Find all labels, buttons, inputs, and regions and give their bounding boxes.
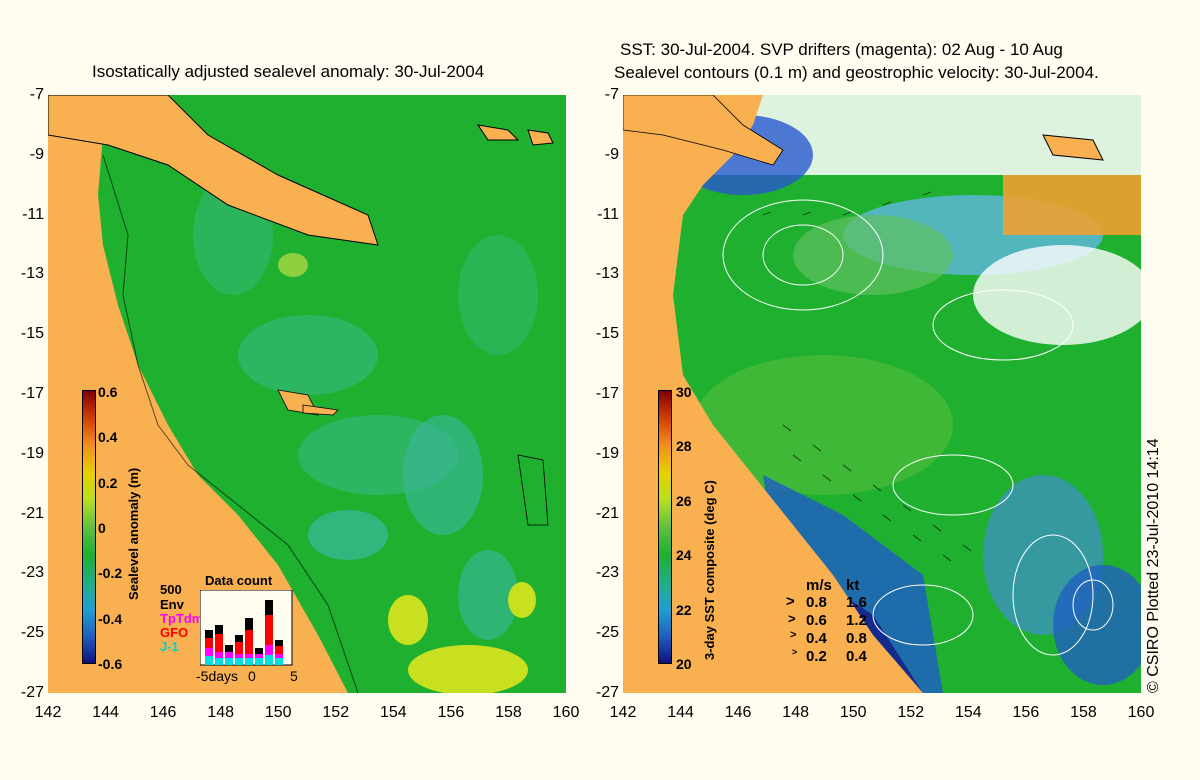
data-count-xlabel-mid: 0 (248, 668, 256, 684)
y-tick-label: -11 (22, 205, 44, 223)
x-tick-label: 148 (207, 704, 234, 721)
velocity-kt-value: 1.6 (846, 594, 867, 611)
colorbar-tick: 30 (676, 384, 692, 400)
colorbar-tick: -0.2 (98, 565, 123, 582)
x-tick-label: 152 (897, 704, 925, 721)
y-tick-label: -15 (595, 325, 619, 343)
x-tick-label: 160 (552, 704, 580, 721)
colorbar-tick: 24 (676, 547, 692, 564)
legend-j1: J-1 (160, 639, 179, 654)
x-tick-label: 150 (839, 704, 867, 721)
x-tick-label: 146 (149, 704, 177, 721)
colorbar-tick: 0.2 (98, 474, 118, 491)
colorbar-tick: -0.6 (98, 656, 123, 672)
colorbar-tick: 0.4 (98, 429, 118, 446)
plot-credit: © CSIRO Plotted 23-Jul-2010 14:14 (1145, 438, 1162, 693)
velocity-arrow-icon: > (790, 629, 797, 641)
right-map-title-line2: Sealevel contours (0.1 m) and geostrophi… (614, 63, 1099, 82)
y-tick-label: -13 (20, 265, 44, 283)
y-tick-label: -17 (20, 385, 44, 402)
velocity-unit-kt: kt (846, 577, 860, 594)
y-tick-label: -27 (595, 684, 619, 701)
colorbar-tick: 26 (676, 492, 692, 509)
y-tick-label: -25 (595, 624, 619, 642)
right-map-title-line1: SST: 30-Jul-2004. SVP drifters (magenta)… (620, 40, 1063, 59)
x-tick-label: 158 (495, 704, 522, 721)
y-tick-label: -21 (20, 504, 44, 522)
colorbar-tick: 20 (676, 656, 692, 672)
sealevel-anomaly-map (48, 95, 566, 693)
y-tick-label: -9 (29, 145, 44, 163)
data-count-max: 500 (160, 582, 182, 597)
legend-env: Env (160, 597, 184, 612)
legend-gfo: GFO (160, 625, 189, 640)
colorbar-tick: 0 (98, 520, 106, 536)
y-tick-label: -19 (20, 444, 44, 462)
legend-tptdm: TpTdm (160, 611, 204, 626)
sealevel-colorbar-label: Sealevel anomaly (m) (126, 467, 141, 600)
y-tick-label: -7 (29, 86, 44, 103)
y-tick-label: -25 (20, 624, 44, 642)
y-tick-label: -21 (595, 504, 619, 522)
sealevel-colorbar (82, 390, 96, 664)
x-tick-label: 154 (954, 704, 982, 721)
x-tick-label: 156 (1012, 704, 1040, 721)
colorbar-tick: 22 (676, 601, 692, 618)
velocity-ms-value: 0.4 (806, 630, 827, 647)
x-tick-label: 158 (1070, 704, 1097, 721)
x-tick-label: 142 (609, 704, 637, 721)
velocity-arrow-icon: > (788, 611, 796, 626)
y-tick-label: -9 (604, 145, 619, 163)
velocity-ms-value: 0.2 (806, 648, 827, 665)
sst-colorbar-label: 3-day SST composite (deg C) (702, 480, 717, 660)
x-tick-label: 146 (724, 704, 752, 721)
y-tick-label: -23 (595, 564, 619, 582)
x-tick-label: 154 (379, 704, 407, 721)
x-tick-label: 160 (1127, 704, 1155, 721)
y-tick-label: -19 (595, 444, 619, 462)
velocity-unit-ms: m/s (806, 577, 832, 594)
velocity-arrow-icon: > (786, 593, 795, 610)
x-tick-label: 148 (782, 704, 809, 721)
x-tick-label: 156 (437, 704, 465, 721)
sst-composite-map (623, 95, 1141, 693)
colorbar-tick: -0.4 (98, 610, 123, 627)
x-tick-label: 144 (92, 704, 119, 721)
y-tick-label: -11 (597, 205, 619, 223)
velocity-kt-value: 0.8 (846, 630, 867, 647)
velocity-kt-value: 0.4 (846, 648, 867, 665)
y-tick-label: -17 (595, 385, 619, 402)
velocity-ms-value: 0.6 (806, 612, 827, 629)
left-map-title: Isostatically adjusted sealevel anomaly:… (92, 62, 485, 81)
x-tick-label: 142 (34, 704, 62, 721)
y-tick-label: -27 (20, 684, 44, 701)
colorbar-tick: 0.6 (98, 384, 118, 400)
x-tick-label: 150 (264, 704, 292, 721)
data-count-histogram (200, 590, 293, 666)
y-tick-label: -23 (20, 564, 44, 582)
x-tick-label: 152 (322, 704, 350, 721)
y-tick-label: -15 (20, 325, 44, 343)
colorbar-tick: 28 (676, 438, 692, 455)
y-tick-label: -7 (604, 86, 619, 103)
x-tick-label: 144 (667, 704, 694, 721)
sst-colorbar (658, 390, 672, 664)
y-tick-label: -13 (595, 265, 619, 283)
data-count-xlabel-right: 5 (290, 668, 298, 684)
data-count-xlabel-left: -5days (196, 668, 239, 684)
velocity-arrow-icon: > (792, 647, 798, 657)
velocity-ms-value: 0.8 (806, 594, 827, 611)
velocity-kt-value: 1.2 (846, 612, 867, 629)
data-count-title: Data count (205, 573, 273, 588)
